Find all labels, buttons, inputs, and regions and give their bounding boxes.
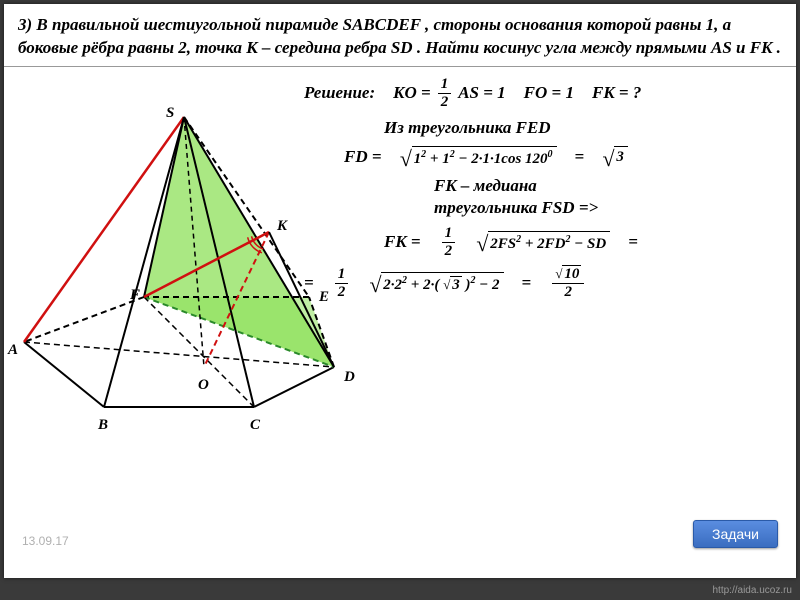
vertex-label-O: O bbox=[198, 377, 209, 394]
vertex-label-K: K bbox=[277, 218, 287, 235]
problem-text: 3) В правильной шестиугольной пирамиде S… bbox=[4, 4, 796, 67]
median-line2: треугольника FSD => bbox=[434, 198, 598, 218]
fd-lhs: FD = bbox=[344, 147, 382, 167]
fd-result: √ 3 bbox=[602, 146, 628, 168]
solution-label: Решение: bbox=[304, 83, 375, 103]
footer-url: http://aida.ucoz.ru bbox=[713, 585, 793, 596]
vertex-label-B: B bbox=[98, 417, 108, 434]
fd-eq: = bbox=[575, 147, 585, 167]
date-label: 13.09.17 bbox=[22, 534, 69, 548]
fk-sqrt1: √ 2FS2 + 2FD2 − SD bbox=[476, 231, 610, 253]
vertex-label-S: S bbox=[166, 105, 174, 122]
fk-answer: √10 2 bbox=[552, 267, 584, 300]
fk-cont: = bbox=[304, 273, 314, 293]
vertex-label-A: A bbox=[8, 342, 18, 359]
triangle-fed: Из треугольника FED bbox=[384, 118, 551, 138]
median-line1: FK – медиана bbox=[434, 176, 537, 196]
fk-eq1: = bbox=[628, 232, 638, 252]
fk-eq2: = bbox=[522, 273, 532, 293]
eq-fo: FO = 1 bbox=[524, 83, 574, 103]
vertex-label-C: C bbox=[250, 417, 260, 434]
ko-lhs: KO = bbox=[393, 83, 431, 103]
eq-fk: FK = ? bbox=[592, 83, 641, 103]
vertex-label-F: F bbox=[130, 287, 140, 304]
slide: 3) В правильной шестиугольной пирамиде S… bbox=[4, 4, 796, 578]
solution-block: Решение: KO = 12 AS = 1 FO = 1 FK = ? Из… bbox=[304, 77, 786, 308]
content-area: SABCDEFOK Решение: KO = 12 AS = 1 FO = 1… bbox=[4, 67, 796, 497]
eq-ko: KO = 12 AS = 1 bbox=[393, 77, 506, 110]
tasks-button[interactable]: Задачи bbox=[693, 520, 778, 548]
vertex-label-D: D bbox=[344, 369, 355, 386]
fk-sqrt2: √ 2·22 + 2·( √3 )2 − 2 bbox=[369, 272, 503, 294]
fk-lhs: FK = bbox=[384, 232, 421, 252]
fd-sqrt: √ 12 + 12 − 2·1·1cos 1200 bbox=[400, 146, 557, 168]
ko-rhs: AS = 1 bbox=[458, 83, 505, 103]
